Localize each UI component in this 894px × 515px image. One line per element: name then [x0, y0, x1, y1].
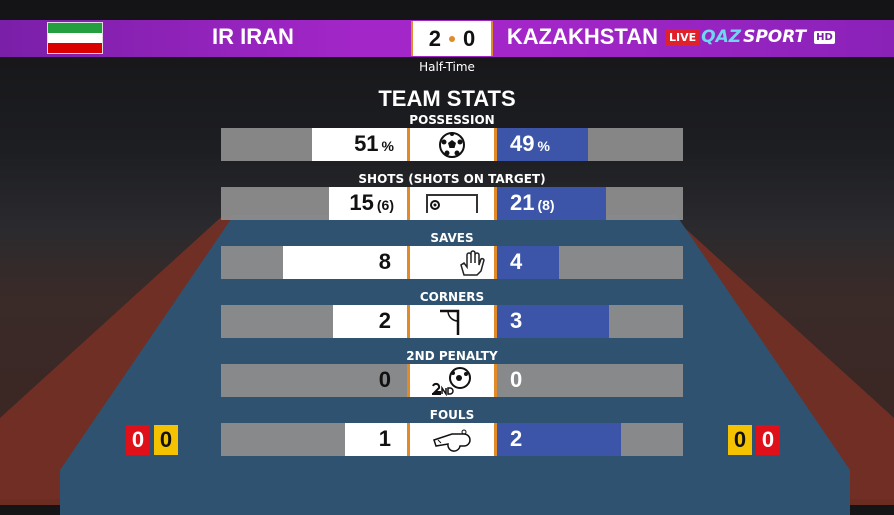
away-suffix: % [537, 138, 550, 154]
stat-label: FOULS [429, 408, 475, 422]
stat-row: 0 0 [221, 364, 683, 397]
home-bar [345, 423, 407, 456]
home-number: 8 [378, 249, 391, 274]
away-team-name: KAZAKHSTAN [506, 24, 658, 49]
stats-title: TEAM STATS [378, 86, 516, 111]
away-number: 21 [510, 190, 535, 215]
away-bar [497, 305, 609, 338]
corner-flag-icon [438, 308, 466, 336]
hd-badge: HD [814, 30, 835, 44]
home-yellow-cards: 0 [154, 425, 178, 455]
goal-target-icon [425, 193, 479, 215]
score-separator [449, 35, 455, 42]
away-bar [497, 246, 559, 279]
home-value: 51% [354, 131, 394, 159]
away-number: 2 [510, 426, 523, 451]
away-score: 0 [463, 25, 476, 51]
whistle-icon [432, 428, 472, 452]
stat-label: 2ND PENALTY [406, 349, 498, 363]
score-box: 2 0 [411, 21, 493, 56]
stat-label: POSSESSION [409, 113, 495, 127]
brand-a: QAZ [701, 27, 742, 47]
home-number: 51 [354, 131, 379, 156]
away-red-cards: 0 [756, 425, 780, 455]
brand-b: SPORT [743, 27, 807, 47]
away-bar [497, 187, 606, 220]
away-value: 0 [510, 367, 525, 395]
home-score: 2 [428, 25, 441, 51]
stat-label: SAVES [430, 231, 474, 245]
away-bar [497, 423, 621, 456]
home-value: 2 [379, 308, 394, 336]
goalkeeper-glove-icon [419, 249, 485, 277]
stat-row: 2 3 [221, 305, 683, 338]
stat-icon-box [407, 128, 497, 161]
home-red-cards: 0 [126, 425, 150, 455]
home-suffix: (6) [376, 197, 394, 213]
away-number: 3 [510, 308, 523, 333]
home-suffix: % [381, 138, 394, 154]
away-yellow-cards: 0 [728, 425, 752, 455]
stat-row: 15 (6) 21 (8) [221, 187, 683, 220]
stat-label: SHOTS (SHOTS ON TARGET) [358, 172, 546, 186]
home-number: 15 [349, 190, 374, 215]
stat-icon-box [407, 305, 497, 338]
away-bar [497, 128, 588, 161]
away-number: 0 [510, 367, 523, 392]
stat-icon-box [407, 423, 497, 456]
stat-label: CORNERS [419, 290, 485, 304]
away-value: 21 (8) [510, 190, 555, 218]
home-bar [312, 128, 407, 161]
away-value: 4 [510, 249, 525, 277]
home-value: 0 [379, 367, 394, 395]
stat-icon-box [407, 364, 497, 397]
stat-icon-box [407, 246, 497, 279]
iran-flag-icon [47, 22, 103, 54]
stat-row: 51% 49% [221, 128, 683, 161]
away-value: 2 [510, 426, 525, 454]
stat-row: 1 2 [221, 423, 683, 456]
home-value: 1 [379, 426, 394, 454]
home-value: 8 [379, 249, 394, 277]
home-bar [329, 187, 407, 220]
home-team-name: IR IRAN [212, 24, 294, 49]
home-value: 15 (6) [349, 190, 394, 218]
stat-icon-box [407, 187, 497, 220]
away-number: 4 [510, 249, 523, 274]
away-value: 49% [510, 131, 550, 159]
home-number: 0 [378, 367, 391, 392]
second-penalty-ball-icon [431, 366, 473, 396]
soccer-ball-icon [438, 131, 466, 159]
home-bar [283, 246, 407, 279]
home-number: 2 [378, 308, 391, 333]
home-bar [333, 305, 407, 338]
broadcaster-logo: LIVE QAZ SPORT HD [666, 27, 835, 47]
home-number: 1 [378, 426, 391, 451]
away-value: 3 [510, 308, 525, 336]
away-number: 49 [510, 131, 535, 156]
away-suffix: (8) [537, 197, 555, 213]
match-period: Half-Time [419, 60, 475, 74]
live-badge: LIVE [666, 28, 700, 46]
stat-row: 8 4 [221, 246, 683, 279]
